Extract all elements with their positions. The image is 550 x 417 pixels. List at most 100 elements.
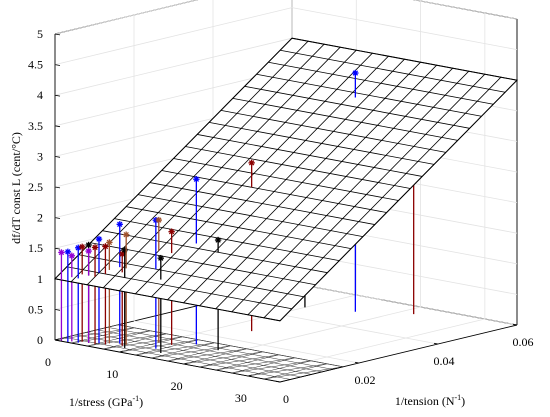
projection-mesh-line (119, 339, 199, 353)
plane-mesh-line (161, 170, 387, 213)
x-axis-label: 1/stress (GPa-1) (69, 394, 143, 409)
projection-mesh-line (65, 337, 291, 380)
z-tick-label: 4 (37, 88, 43, 102)
z-tick-label: 1.5 (28, 241, 43, 255)
x-axis-line (54, 339, 281, 383)
plane-mesh-line (197, 134, 423, 177)
marker-stroke (69, 253, 75, 259)
data-point-marker (58, 249, 65, 256)
projection-mesh-line (215, 357, 296, 371)
y-axis-label: 1/tension (N-1) (395, 393, 465, 408)
plane-mesh-line (185, 146, 411, 189)
marker-stroke (85, 242, 92, 248)
marker-stroke (79, 244, 85, 250)
z-tick-mark (54, 309, 61, 311)
grid-line (413, 0, 518, 20)
marker-stroke (248, 160, 255, 166)
data-point-marker (85, 241, 92, 249)
grid-line (54, 37, 293, 96)
plane-mesh-line (137, 194, 364, 237)
projection-mesh-line (247, 363, 328, 377)
data-point-marker (157, 254, 164, 262)
x-tick-label: 10 (106, 367, 118, 381)
z-tick-label: 1 (37, 272, 43, 286)
plane-mesh-line (232, 97, 458, 141)
z-tick-label: 0.5 (28, 302, 43, 316)
plane-mesh-line (54, 278, 281, 322)
x-tick-label: 20 (171, 379, 183, 393)
marker-stroke (92, 244, 98, 251)
data-point-marker (168, 228, 175, 235)
z-tick-label: 4.5 (28, 58, 43, 72)
y-tick-label: 0.06 (513, 335, 534, 349)
marker-stroke (119, 251, 125, 257)
marker-stroke (193, 176, 200, 182)
z-tick-label: 0 (37, 333, 43, 347)
z-tick-label: 2 (37, 211, 43, 225)
data-point-marker (193, 176, 200, 183)
plane-mesh-line (208, 122, 435, 165)
axis-box-front (54, 324, 518, 383)
marker-stroke (123, 231, 129, 238)
marker-stroke (215, 237, 221, 243)
x-tick-label: 30 (235, 391, 247, 405)
marker-stroke (58, 249, 65, 256)
z-tick-mark (54, 94, 61, 97)
y-tick-label: 0 (283, 392, 289, 406)
projection-mesh-line (135, 342, 215, 356)
y-axis-line (279, 324, 518, 383)
z-tick-mark (54, 217, 61, 219)
plane-mesh-line (114, 218, 340, 262)
data-point-marker (155, 216, 162, 224)
plane-mesh-line (256, 73, 482, 117)
z-tick-mark (54, 33, 61, 36)
data-stems-above-plane (58, 69, 359, 282)
marker-stroke (85, 248, 92, 254)
axis-ticks: 0 0.5 1 1.5 2 2.5 3 3.5 4 4.5 5 0 10 20 30 0 0.02 0.04 0.0… (28, 27, 534, 406)
z-tick-mark (54, 64, 61, 66)
plane-mesh-line (244, 85, 470, 129)
marker-stroke (102, 243, 109, 250)
plane-mesh-line (173, 158, 399, 201)
z-tick-label: 3.5 (28, 119, 43, 133)
marker-stroke (117, 221, 123, 228)
box-edge (412, 0, 518, 20)
plane-mesh-line (268, 61, 494, 105)
data-point-marker (116, 221, 123, 228)
marker-stroke (168, 228, 175, 235)
data-point-marker (352, 69, 359, 77)
data-point-marker (122, 231, 130, 238)
plane-mesh-line (102, 230, 328, 274)
y-tick-label: 0.02 (355, 373, 376, 387)
z-tick-mark (54, 247, 61, 250)
marker-stroke (352, 70, 359, 76)
data-point-marker (248, 159, 255, 167)
plane-mesh-line (291, 37, 518, 81)
projection-mesh-line (71, 330, 151, 344)
data-point-marker (64, 248, 72, 256)
y-tick-label: 0.04 (434, 354, 455, 368)
marker-stroke (156, 217, 162, 223)
projection-mesh-line (107, 327, 333, 370)
data-point-marker (102, 243, 109, 250)
projection-mesh-line (231, 360, 312, 374)
plane-mesh-line (90, 242, 316, 286)
marker-stroke (106, 239, 113, 246)
plane-mesh-line (66, 266, 292, 310)
z-tick-label: 2.5 (28, 180, 43, 194)
z-tick-mark (54, 186, 61, 189)
projection-mesh-line (167, 348, 247, 362)
projection-mesh-line (199, 354, 279, 368)
x-tick-label: 0 (45, 355, 51, 369)
data-point-marker (95, 235, 103, 243)
data-point-marker (214, 236, 222, 244)
z-tick-label: 3 (37, 149, 43, 163)
grid-line (291, 282, 518, 326)
plane-mesh-line (220, 109, 446, 153)
data-point-marker (78, 243, 86, 251)
fitted-plane (53, 37, 519, 322)
data-point-marker (85, 247, 92, 255)
plane-mesh-line (78, 254, 304, 298)
